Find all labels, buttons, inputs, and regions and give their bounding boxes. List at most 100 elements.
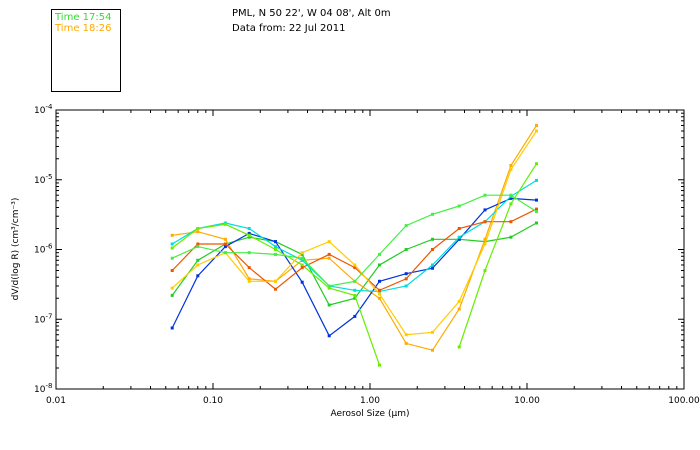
series-line <box>171 130 538 336</box>
data-point <box>404 272 408 276</box>
data-point <box>535 124 538 127</box>
data-point <box>431 248 434 251</box>
data-point <box>535 178 538 182</box>
date-line: Data from: 22 Jul 2011 <box>232 23 346 34</box>
data-point <box>457 345 461 349</box>
data-point <box>378 363 381 367</box>
data-point <box>223 242 227 246</box>
data-point <box>431 237 434 241</box>
y-tick-label: 10-8 <box>34 382 52 395</box>
data-point <box>353 288 357 292</box>
data-point <box>535 198 538 202</box>
x-tick-label: 0.01 <box>46 396 66 406</box>
data-point <box>404 277 408 281</box>
data-point <box>457 227 461 230</box>
data-point <box>170 233 174 237</box>
data-point <box>327 303 331 307</box>
data-point <box>431 266 434 270</box>
data-point <box>274 252 277 256</box>
data-point <box>196 230 200 234</box>
data-point <box>170 242 174 246</box>
data-point <box>274 287 277 291</box>
x-tick-label: 0.10 <box>203 396 223 406</box>
data-point <box>535 221 538 225</box>
data-point <box>378 263 381 267</box>
data-point <box>300 263 304 267</box>
location-line: PML, N 50 22', W 04 08', Alt 0m <box>232 8 391 19</box>
data-point <box>300 258 304 262</box>
data-point <box>327 284 331 288</box>
data-point <box>535 207 538 211</box>
data-point <box>223 251 227 255</box>
data-point <box>483 220 487 224</box>
data-point <box>327 286 331 290</box>
data-point <box>300 252 304 256</box>
data-point <box>170 286 174 290</box>
data-point <box>483 240 487 244</box>
data-point <box>170 246 174 250</box>
data-point <box>404 333 408 337</box>
data-point <box>431 348 434 352</box>
series-8 <box>170 193 538 288</box>
data-point <box>353 296 357 300</box>
data-point <box>431 330 434 334</box>
data-point <box>378 296 381 300</box>
data-point <box>300 280 304 284</box>
data-point <box>327 240 331 244</box>
data-point <box>274 240 277 244</box>
data-point <box>327 256 331 260</box>
data-point <box>535 129 538 133</box>
data-point <box>196 263 200 267</box>
data-point <box>509 193 513 197</box>
data-point <box>509 202 513 206</box>
data-point <box>353 293 357 297</box>
series-3 <box>170 196 538 338</box>
data-point <box>196 227 200 230</box>
data-point <box>247 231 251 235</box>
data-point <box>535 162 538 166</box>
data-point <box>509 235 513 239</box>
legend-box: Time 17:54 Time 18:26 <box>51 9 121 92</box>
data-point <box>223 245 227 249</box>
data-point <box>509 220 513 224</box>
data-point <box>404 341 408 345</box>
data-point <box>247 233 251 237</box>
data-point <box>196 258 200 262</box>
data-point <box>457 237 461 241</box>
data-point <box>483 242 487 246</box>
data-point <box>457 299 461 303</box>
data-point <box>196 245 200 249</box>
y-tick-label: 10-5 <box>34 173 52 186</box>
data-point <box>404 224 408 228</box>
plot-area-frame <box>55 109 685 390</box>
data-point <box>327 252 331 256</box>
y-axis-label: dV/d(log R) (cm³/cm⁻³) <box>11 198 21 301</box>
data-point <box>274 279 277 283</box>
series-line <box>458 163 538 348</box>
y-tick-label: 10-6 <box>34 243 53 256</box>
data-point <box>535 210 538 214</box>
data-point <box>247 251 251 255</box>
data-point <box>378 279 381 283</box>
data-point <box>378 288 381 292</box>
data-point <box>509 164 513 167</box>
data-point <box>404 284 408 288</box>
data-point <box>353 314 357 318</box>
data-point <box>327 334 331 338</box>
data-point <box>483 237 487 241</box>
data-point <box>509 168 513 172</box>
legend-entry-time-1826: Time 18:26 <box>55 23 112 34</box>
chart-header: PML, N 50 22', W 04 08', Alt 0m Data fro… <box>232 6 391 36</box>
data-point <box>247 227 251 230</box>
data-point <box>274 245 277 249</box>
y-axis: 10-8 10-7 10-6 10-5 10-4 <box>34 103 684 395</box>
y-tick-label: 10-4 <box>34 103 53 116</box>
data-point <box>431 263 434 267</box>
data-point <box>353 279 357 283</box>
data-point <box>247 266 251 270</box>
data-point <box>404 248 408 251</box>
data-point <box>353 263 357 267</box>
data-point <box>170 293 174 297</box>
data-point <box>378 252 381 256</box>
